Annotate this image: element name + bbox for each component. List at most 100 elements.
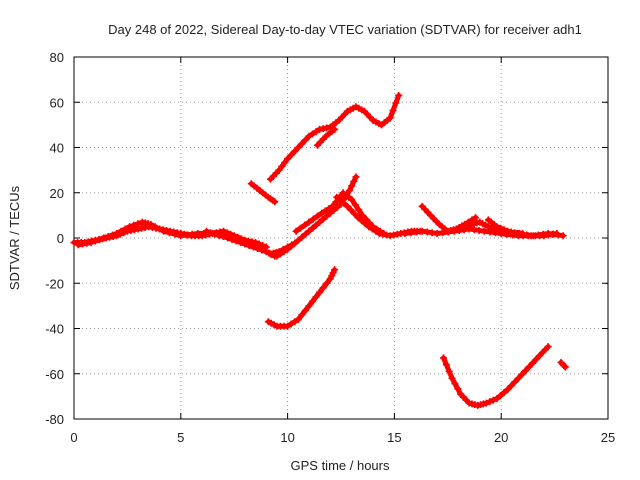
data-point — [521, 367, 529, 375]
data-point — [472, 214, 480, 222]
series-arc-right-bump3 — [484, 216, 561, 240]
data-point — [292, 227, 300, 235]
data-point — [294, 315, 302, 323]
data-point — [291, 318, 299, 326]
x-tick-label: 15 — [387, 430, 401, 445]
data-point — [331, 125, 339, 133]
series-arc-upper — [267, 91, 403, 183]
data-point — [284, 245, 292, 253]
data-point — [318, 209, 326, 217]
series-trace — [441, 344, 551, 408]
data-point — [245, 240, 253, 248]
data-point — [305, 302, 313, 310]
data-point — [309, 130, 317, 138]
data-point — [202, 227, 210, 235]
data-point — [160, 227, 168, 235]
data-point — [532, 355, 540, 363]
data-point — [392, 99, 400, 107]
data-point — [500, 389, 508, 397]
data-point — [328, 202, 336, 210]
series-arc-lower-stub — [557, 358, 569, 371]
data-point — [291, 147, 299, 155]
data-point — [372, 227, 380, 235]
data-point — [294, 144, 302, 151]
data-point — [500, 226, 508, 234]
data-point — [96, 236, 104, 244]
data-point — [323, 212, 331, 220]
data-point — [305, 132, 313, 140]
data-point — [325, 205, 333, 213]
data-point — [442, 361, 450, 369]
data-point — [301, 306, 309, 314]
data-point — [298, 311, 306, 319]
data-point — [278, 162, 286, 170]
data-point — [350, 177, 358, 185]
data-point — [440, 354, 448, 362]
data-point — [298, 233, 306, 241]
data-point — [347, 206, 355, 214]
data-point — [305, 227, 313, 235]
data-point — [316, 218, 324, 226]
series-arc-lower-mid — [264, 266, 339, 330]
data-point — [355, 206, 363, 214]
data-point — [165, 229, 173, 237]
data-point — [301, 230, 309, 238]
data-point — [309, 297, 317, 305]
data-point — [87, 239, 95, 247]
data-point — [155, 225, 163, 233]
data-point — [301, 136, 309, 144]
data-point — [560, 361, 568, 369]
x-tick-label: 5 — [177, 430, 184, 445]
data-point — [134, 220, 142, 228]
series-arc-base-3 — [202, 227, 296, 258]
y-tick-label: -40 — [45, 322, 64, 337]
data-point — [386, 114, 394, 122]
data-point — [321, 207, 329, 215]
data-point — [287, 242, 295, 250]
data-point — [518, 371, 526, 379]
data-point — [559, 232, 567, 240]
data-point — [241, 239, 249, 247]
data-point — [343, 202, 351, 210]
y-tick-label: -60 — [45, 367, 64, 382]
chart-title: Day 248 of 2022, Sidereal Day-to-day VTE… — [108, 22, 582, 37]
y-tick-label: 60 — [50, 95, 64, 110]
x-tick-label: 20 — [494, 430, 508, 445]
data-point — [254, 243, 262, 251]
data-point — [331, 266, 339, 274]
y-tick-label: -80 — [45, 412, 64, 427]
data-point — [312, 293, 320, 301]
data-point — [298, 140, 306, 148]
y-tick-label: -20 — [45, 276, 64, 291]
data-point — [100, 234, 108, 242]
data-point — [319, 215, 327, 223]
data-point — [525, 363, 533, 371]
data-point — [108, 231, 116, 239]
data-point — [395, 91, 403, 99]
axis-ticks: 0 5 10 15 20 25 -80 -60 -40 -20 0 20 40 60 80 — [45, 50, 615, 445]
data-point — [454, 385, 462, 393]
data-point — [237, 237, 245, 245]
series-arc-upper-2 — [314, 125, 339, 149]
data-point — [504, 386, 512, 394]
data-point — [507, 382, 515, 390]
data-point — [316, 288, 324, 296]
data-point — [228, 234, 236, 242]
data-point — [296, 224, 304, 232]
data-point — [284, 155, 292, 163]
data-point — [333, 193, 341, 201]
data-point — [273, 252, 281, 260]
data-point — [553, 229, 561, 237]
data-point — [91, 237, 99, 245]
data-point — [280, 248, 288, 256]
data-point — [319, 284, 327, 292]
x-tick-label: 25 — [601, 430, 615, 445]
data-point — [326, 209, 334, 217]
data-point — [511, 378, 519, 386]
data-point — [309, 215, 317, 223]
data-point — [249, 242, 257, 250]
data-point — [340, 199, 348, 207]
series-arc-lower-right — [440, 343, 552, 409]
data-point — [493, 223, 501, 231]
